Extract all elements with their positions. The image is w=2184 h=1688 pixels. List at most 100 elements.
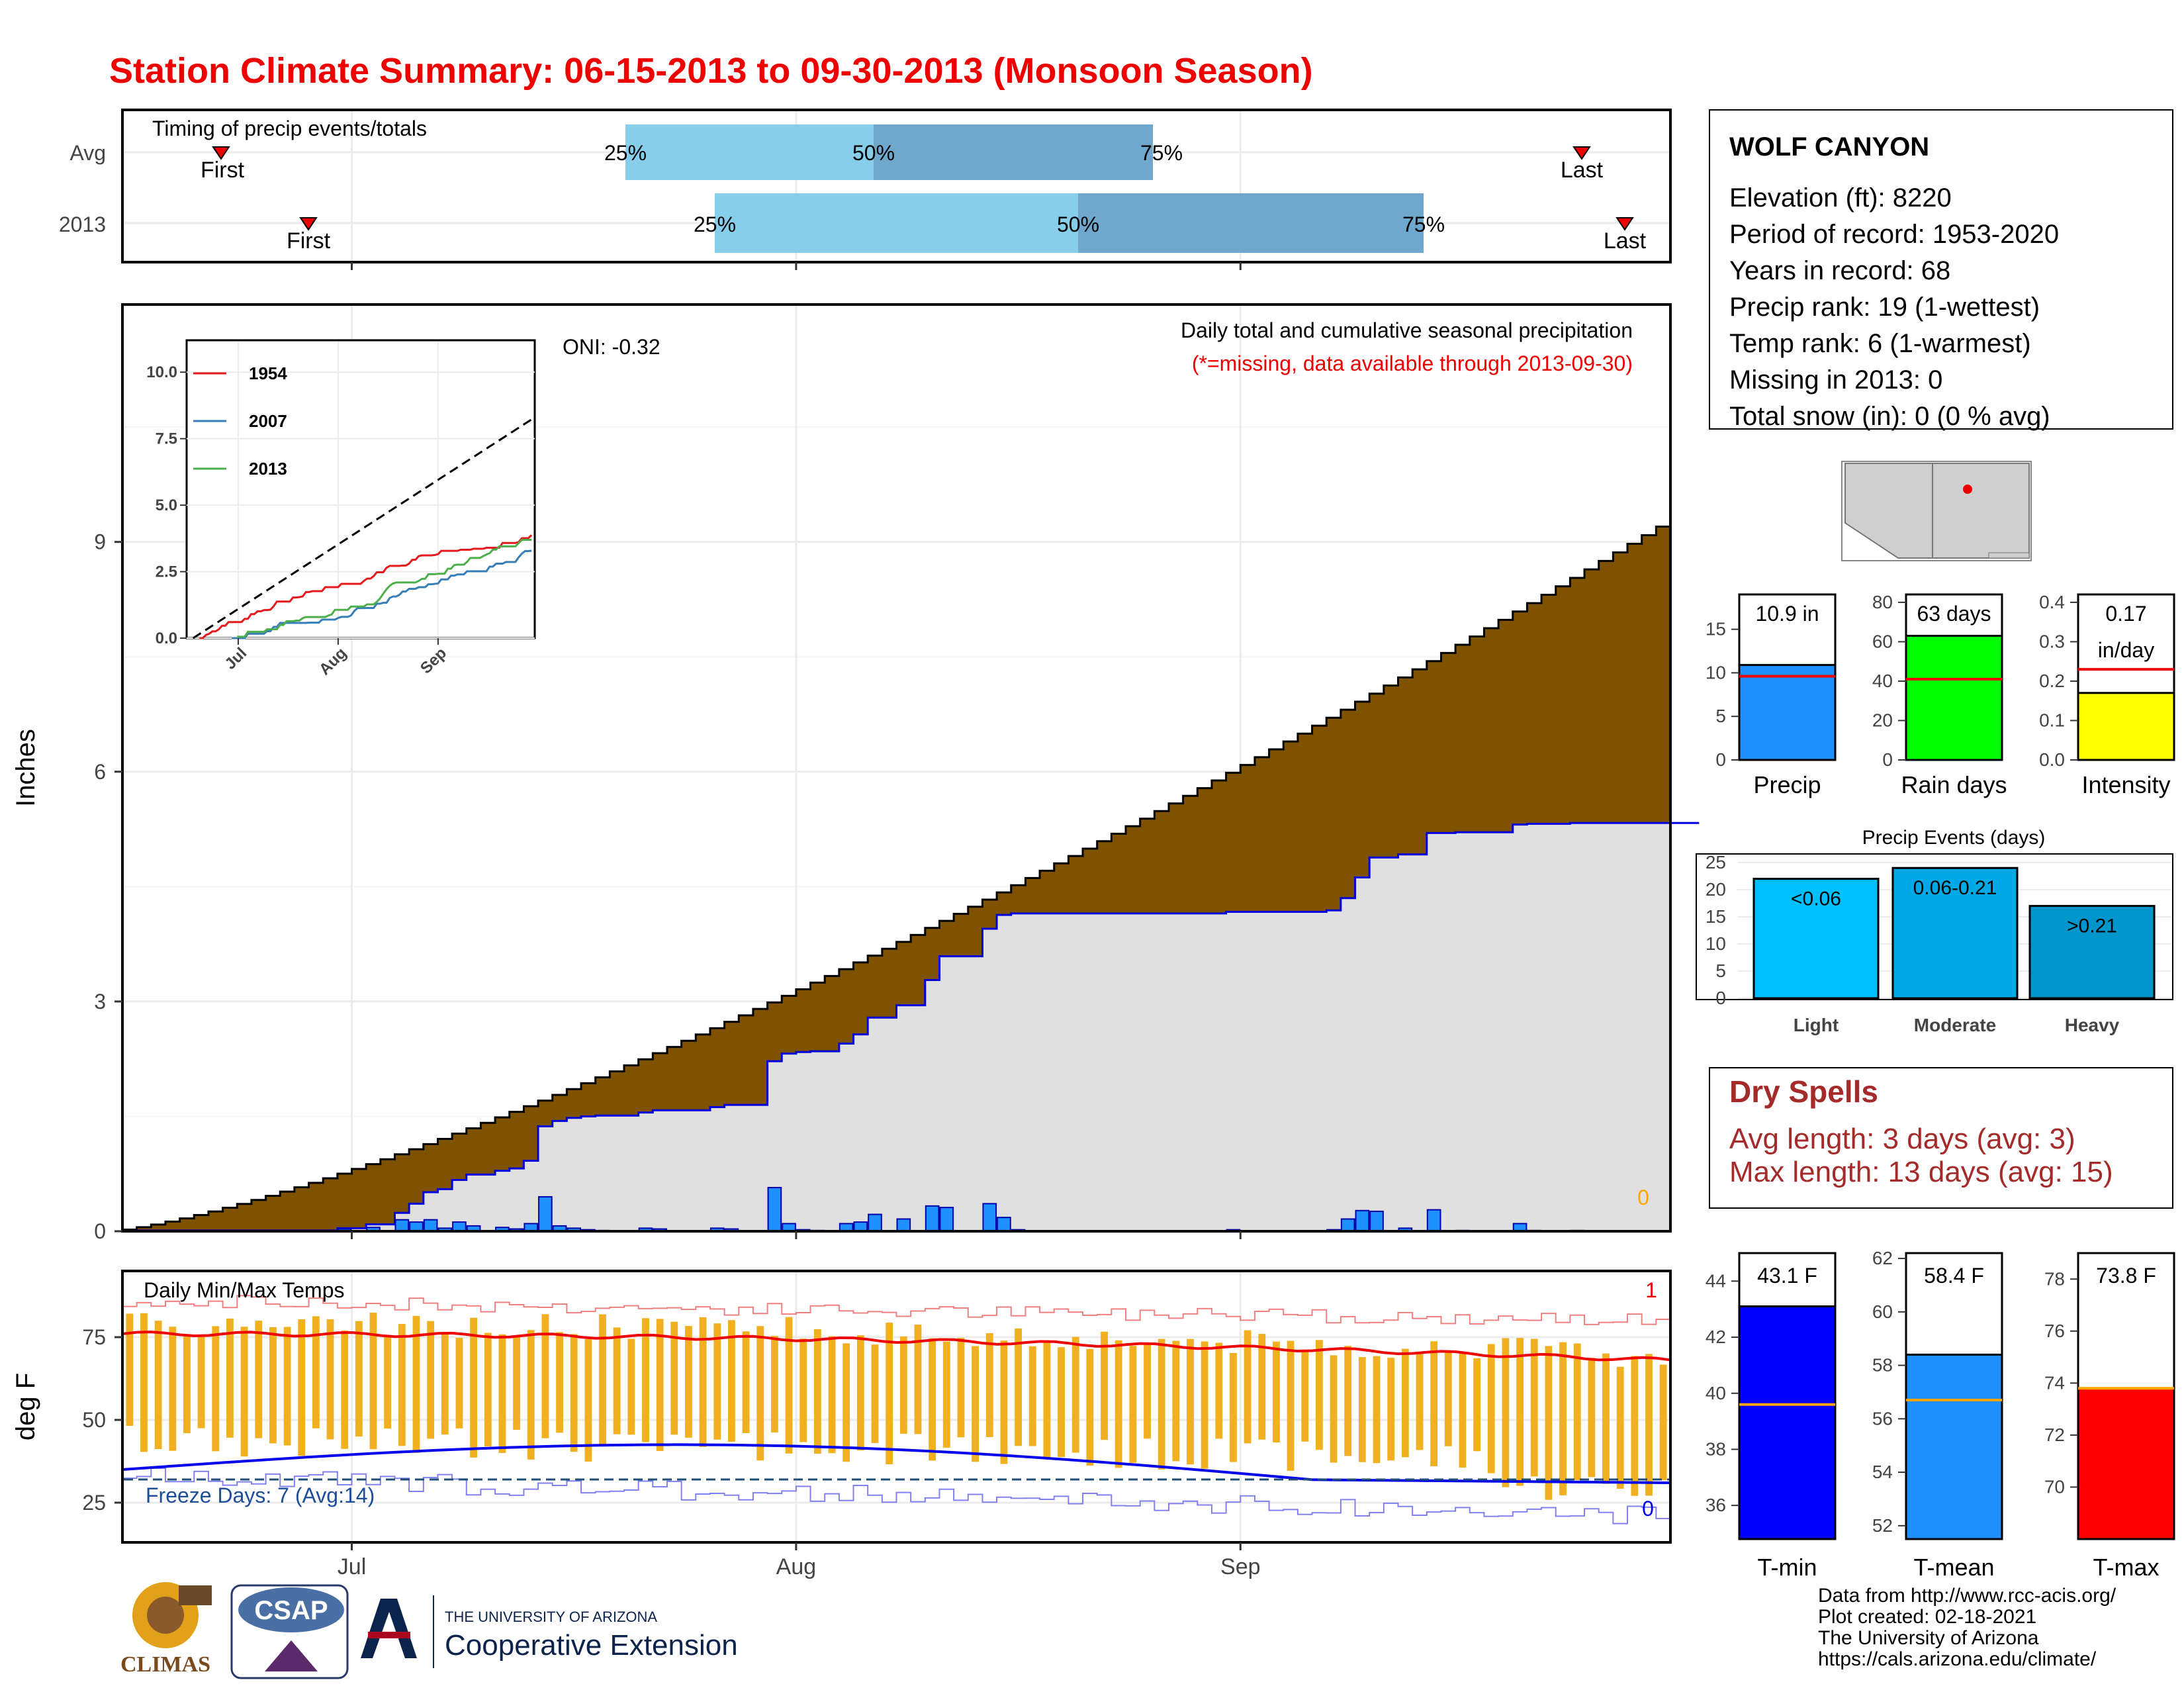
deficit-area <box>1512 611 1527 825</box>
deficit-area <box>366 1164 381 1225</box>
station-info-line: Period of record: 1953-2020 <box>1729 220 2059 249</box>
value-label: 63 days <box>1917 602 1991 626</box>
daily-precip-bar <box>423 1219 438 1233</box>
deficit-area <box>839 969 854 1044</box>
yr-first-marker <box>299 217 318 231</box>
y-tick-label: 40 <box>1706 1383 1726 1403</box>
daily-temp-range-bar <box>1287 1340 1295 1471</box>
daily-temp-range-bar <box>828 1336 836 1454</box>
y-tick-label: 72 <box>2044 1425 2065 1445</box>
daily-temp-range-bar <box>1301 1349 1309 1442</box>
deficit-area <box>351 1168 367 1229</box>
y-tick-label: 20 <box>1706 879 1726 900</box>
deficit-area <box>709 1028 725 1107</box>
category-label: Rain days <box>1901 771 2007 798</box>
station-info-line: Temp rank: 6 (1-warmest) <box>1729 329 2031 358</box>
daily-temp-range-bar <box>656 1319 664 1451</box>
station-info-line: Elevation (ft): 8220 <box>1729 183 1952 212</box>
deficit-area <box>1025 878 1040 914</box>
value-label: 43.1 F <box>1757 1264 1817 1288</box>
temp-bar-chart: 70 72 74 76 78 73.8 F T-max <box>2044 1252 2175 1581</box>
daily-temp-range-bar <box>1000 1340 1008 1464</box>
deficit-area <box>1054 863 1069 914</box>
daily-temp-range-bar <box>470 1317 478 1458</box>
deficit-area <box>681 1041 696 1111</box>
value-bar <box>2077 1387 2175 1540</box>
category-label: Precip <box>1753 771 1821 798</box>
daily-temp-range-bar <box>1401 1348 1409 1458</box>
svg-text:CSAP: CSAP <box>254 1596 328 1625</box>
deficit-area <box>581 1083 596 1117</box>
daily-temp-range-bar <box>384 1336 392 1429</box>
y-tick-label: 5 <box>1715 706 1726 726</box>
deficit-area <box>1484 628 1499 833</box>
daily-temp-range-bar <box>255 1321 263 1438</box>
deficit-area <box>409 1149 424 1204</box>
daily-temp-range-bar <box>412 1315 420 1453</box>
daily-temp-range-bar <box>1502 1338 1510 1487</box>
daily-temp-range-bar <box>1344 1346 1352 1456</box>
small-bar-chart: 0 5 10 15 10.9 in Precip <box>1706 593 1837 798</box>
y-tick-label: 56 <box>1872 1408 1893 1429</box>
deficit-area <box>696 1034 711 1111</box>
deficit-area <box>896 941 911 1006</box>
deficit-area <box>767 1002 782 1062</box>
daily-precip-bar <box>1340 1218 1355 1232</box>
daily-temp-range-bar <box>1473 1358 1481 1452</box>
y-tick-label: 58 <box>1872 1355 1893 1376</box>
daily-temp-range-bar <box>398 1324 406 1446</box>
deficit-area <box>567 1089 582 1118</box>
precip-legend-sub: (*=missing, data available through 2013-… <box>1192 352 1633 375</box>
cumulative-precip-line <box>122 821 1700 1233</box>
inset-y-tick-label: 7.5 <box>156 430 177 448</box>
daily-temp-range-bar <box>899 1336 907 1434</box>
deficit-area <box>1541 594 1557 824</box>
deficit-area <box>495 1117 510 1171</box>
precip-legend-title: Daily total and cumulative seasonal prec… <box>1181 318 1633 342</box>
daily-temp-range-bar <box>154 1321 162 1450</box>
station-info-line: Missing in 2013: 0 <box>1729 365 1942 395</box>
daily-temp-range-bar <box>1201 1341 1208 1469</box>
deficit-area <box>251 1199 267 1231</box>
daily-temp-range-bar <box>140 1313 148 1452</box>
deficit-area <box>1097 841 1112 914</box>
footer-line: https://cals.arizona.edu/climate/ <box>1818 1648 2097 1670</box>
value-bar <box>1738 664 1837 761</box>
deficit-area <box>796 989 811 1053</box>
daily-temp-range-bar <box>1545 1346 1553 1500</box>
svg-text:Cooperative Extension: Cooperative Extension <box>445 1629 738 1662</box>
daily-temp-range-bar <box>785 1317 793 1454</box>
value-bar <box>1905 1353 2003 1540</box>
y-tick-label: 70 <box>2044 1476 2065 1497</box>
avg-min-line <box>122 1443 1671 1484</box>
deficit-area <box>1154 811 1169 914</box>
daily-precip-bar <box>1426 1209 1441 1232</box>
deficit-area <box>1441 653 1456 833</box>
daily-temp-range-bar <box>1330 1355 1338 1463</box>
daily-precip-bar <box>409 1221 424 1233</box>
series-1954-line <box>199 534 533 639</box>
deficit-area <box>1584 569 1600 823</box>
deficit-area <box>739 1015 754 1105</box>
svg-text:CLIMAS: CLIMAS <box>120 1652 210 1677</box>
category-label: T-min <box>1758 1554 1817 1581</box>
deficit-area <box>825 976 840 1052</box>
avg-quartile-high-bar <box>874 124 1153 180</box>
y-tick-label: 36 <box>1706 1495 1726 1515</box>
deficit-area <box>624 1065 639 1116</box>
y-tick-label: 76 <box>2044 1321 2065 1341</box>
deficit-area <box>1326 718 1342 911</box>
x-tick-label: Sep <box>1220 1554 1261 1579</box>
daily-temp-range-bar <box>685 1326 692 1438</box>
dry-spells-avg: Avg length: 3 days (avg: 3) <box>1729 1123 2075 1155</box>
daily-temp-range-bar <box>226 1318 234 1438</box>
daily-temp-range-bar <box>1416 1352 1424 1450</box>
daily-precip-bar <box>997 1217 1011 1233</box>
deficit-area <box>638 1059 653 1113</box>
daily-temp-range-bar <box>441 1333 449 1435</box>
deficit-area <box>882 949 897 1018</box>
value-label: 0.17 <box>2105 602 2146 626</box>
deficit-area <box>1355 702 1370 878</box>
yr-first-label: First <box>287 228 331 254</box>
y-tick-label: 50 <box>82 1408 106 1432</box>
